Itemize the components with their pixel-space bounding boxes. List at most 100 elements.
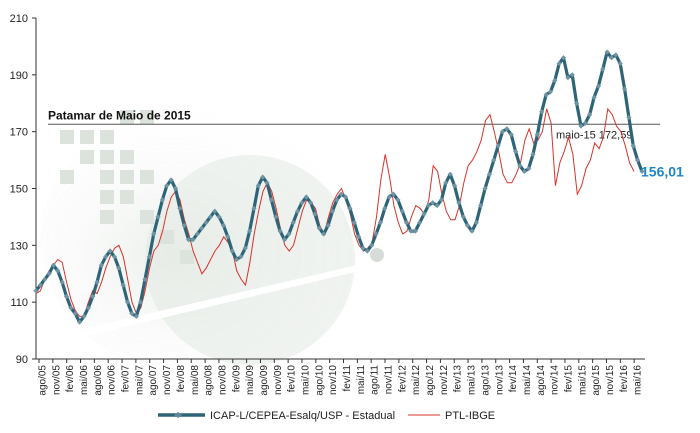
series-point-icap <box>268 197 275 203</box>
y-tick-label: 130 <box>10 240 28 252</box>
series-point-icap <box>621 86 628 92</box>
series-point-icap <box>59 279 65 285</box>
series-point-icap <box>443 180 449 186</box>
x-tick-label: ago/05 <box>38 365 49 396</box>
series-point-icap <box>229 248 235 254</box>
series-point-icap <box>103 254 109 260</box>
x-tick-label: ago/06 <box>93 365 104 396</box>
series-line-icap <box>34 50 644 324</box>
series-point-icap <box>81 313 87 319</box>
x-tick-label: nov/09 <box>273 365 284 395</box>
legend: ICAP-L/CEPEA-Esalq/USP - Estadual PTL-IB… <box>158 410 495 422</box>
series-point-icap <box>277 228 283 234</box>
x-tick-label: mai/14 <box>522 365 533 395</box>
x-tick-label: mai/16 <box>633 365 644 395</box>
series-point-icap <box>299 200 305 206</box>
series-point-icap <box>216 214 222 220</box>
series-point-icap <box>199 225 205 231</box>
x-tick-label: nov/10 <box>328 365 339 395</box>
series-point-icap <box>251 205 257 211</box>
y-tick-label: 90 <box>16 354 28 366</box>
x-tick-label: ago/11 <box>370 365 381 395</box>
series-point-icap <box>604 49 610 55</box>
x-tick-label: ago/08 <box>204 365 215 396</box>
x-tick-label: mai/09 <box>245 365 256 395</box>
x-tick-label: ago/07 <box>148 365 159 396</box>
series-point-icap <box>42 276 48 283</box>
reference-point-label: maio-15 172,59 <box>556 129 632 141</box>
series-point-icap <box>491 157 497 163</box>
series-point-icap <box>390 191 397 197</box>
series-point-icap <box>260 174 266 180</box>
x-tick-label: mai/15 <box>577 365 588 395</box>
series-point-icap <box>517 163 523 169</box>
x-tick-label: nov/05 <box>51 365 62 395</box>
series-point-icap <box>142 276 148 283</box>
series-point-icap <box>273 214 279 220</box>
series-point-icap <box>220 222 227 229</box>
series-point-icap <box>582 120 588 126</box>
series-point-icap <box>111 254 118 260</box>
x-tick-label: nov/07 <box>162 365 173 395</box>
x-tick-label: mai/12 <box>411 365 422 395</box>
legend-label-ptl: PTL-IBGE <box>445 410 495 422</box>
series-point-icap <box>207 214 213 220</box>
y-tick-label: 150 <box>10 184 28 196</box>
x-tick-label: nov/12 <box>439 365 450 395</box>
series-point-icap <box>630 143 636 149</box>
series-point-icap <box>526 166 532 172</box>
series-point-icap <box>591 94 597 101</box>
series-point-icap <box>194 231 200 237</box>
series-point-icap <box>177 205 183 211</box>
series-point-icap <box>46 271 52 277</box>
x-tick-label: fev/10 <box>287 365 298 393</box>
series-point-icap <box>552 77 558 84</box>
series-point-icap <box>560 55 567 61</box>
series-point-icap <box>382 205 388 211</box>
series-point-icap <box>185 237 192 243</box>
reference-line-group: Patamar de Maio de 2015 maio-15 172,59 <box>48 108 660 141</box>
series-point-icap <box>203 220 209 226</box>
x-tick-label: fev/09 <box>231 365 242 393</box>
series-point-icap <box>539 109 545 115</box>
series-point-icap <box>308 200 314 206</box>
series-point-icap <box>412 228 418 234</box>
series-point-icap <box>155 214 161 220</box>
series-point-icap <box>347 205 353 211</box>
x-tick-label: fev/14 <box>508 365 519 393</box>
series-point-icap <box>635 157 641 163</box>
series-point-icap <box>50 262 57 268</box>
series-point-icap <box>37 282 43 288</box>
x-tick-label: fev/11 <box>342 365 353 392</box>
x-tick-label: nov/06 <box>107 365 118 395</box>
series-point-icap <box>129 310 135 317</box>
series-point-icap <box>68 305 74 311</box>
series-point-icap <box>504 126 510 132</box>
series-point-icap <box>565 75 571 81</box>
series-point-icap <box>264 180 270 186</box>
series-point-icap <box>608 55 615 61</box>
series-point-icap <box>578 123 584 129</box>
series-point-icap <box>399 208 405 214</box>
series-point-icap <box>495 143 501 149</box>
series-point-icap <box>63 293 70 300</box>
series-point-icap <box>94 279 100 285</box>
series-point-icap <box>626 114 632 121</box>
series-point-icap <box>595 83 602 89</box>
series-point-icap <box>90 293 96 300</box>
series-point-icap <box>290 220 296 226</box>
x-tick-label: ago/10 <box>314 365 325 396</box>
series-point-icap <box>138 299 144 305</box>
series-point-icap <box>364 248 370 254</box>
series-point-icap <box>255 183 261 189</box>
x-tick-label: mai/07 <box>134 365 145 395</box>
x-ticks: ago/05 nov/05 fev/06 mai/06 ago/06 nov/06 fev/… <box>38 359 644 396</box>
series-point-icap <box>369 242 375 248</box>
series-point-icap <box>242 245 248 251</box>
series-point-icap <box>617 60 623 67</box>
series-point-icap <box>512 148 519 155</box>
y-tick-label: 170 <box>10 127 28 139</box>
x-tick-label: fev/06 <box>65 365 76 393</box>
series-point-icap <box>212 208 218 214</box>
